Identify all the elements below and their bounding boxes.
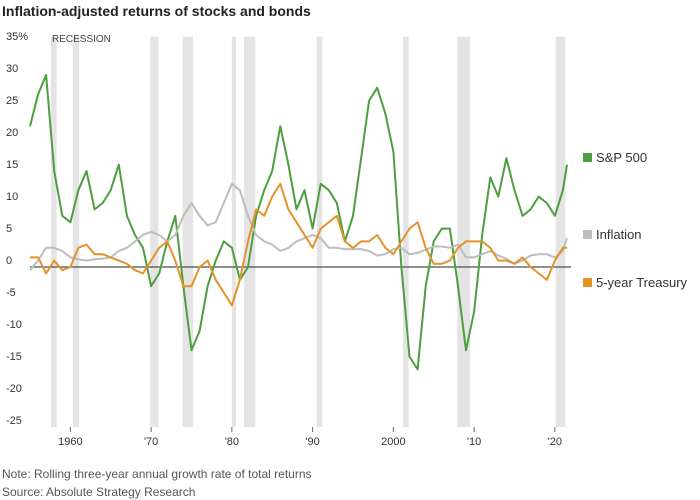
y-tick-label: -20 [6,383,22,395]
legend-label: S&P 500 [596,150,647,165]
legend-label: Inflation [596,227,642,242]
y-tick-label: 15 [6,159,18,171]
recession-band [403,36,409,427]
y-tick-label: 10 [6,191,18,203]
y-tick-label: 20 [6,127,18,139]
recession-band [231,36,236,427]
y-tick-label: -5 [6,287,16,299]
legend-swatch [583,230,592,239]
series-line [30,182,567,307]
y-tick-label: 25 [6,95,18,107]
recession-band [457,36,471,427]
x-tick-label: '70 [144,436,158,448]
recession-label: RECESSION [52,34,111,45]
y-tick-label: -15 [6,351,22,363]
recession-bands [50,36,566,427]
y-tick-label: 30 [6,63,18,75]
recession-band [72,36,80,427]
x-tick-label: '80 [225,436,239,448]
legend-swatch [583,278,592,287]
y-tick-label: 35% [6,31,28,43]
series-line [29,182,568,271]
recession-band [182,36,194,427]
x-tick-label: '20 [548,436,562,448]
y-tick-label: 0 [6,255,12,267]
y-tick-label: -10 [6,319,22,331]
x-tick-label: 1960 [58,436,82,448]
recession-band [555,36,566,427]
note: Note: Rolling three-year annual growth r… [2,467,312,481]
x-tick-label: '10 [467,436,481,448]
x-tick-label: '90 [305,436,319,448]
recession-band [150,36,159,427]
y-tick-label: 5 [6,223,12,235]
chart-title: Inflation-adjusted returns of stocks and… [2,3,311,19]
recession-band [50,36,57,427]
legend-label: 5-year Treasury [596,275,688,290]
x-tick-label: 2000 [381,436,405,448]
series-line [29,74,568,371]
y-tick-label: -25 [6,415,22,427]
legend-swatch [583,153,592,162]
source: Source: Absolute Strategy Research [2,485,195,499]
